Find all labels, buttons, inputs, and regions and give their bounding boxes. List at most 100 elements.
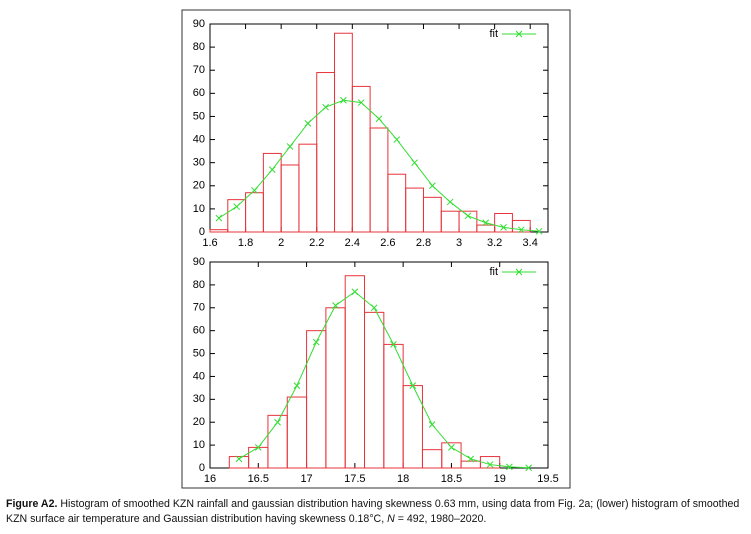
- histogram-bar: [369, 127, 389, 233]
- x-tick-label: 2.6: [380, 237, 395, 249]
- y-tick-label: 90: [193, 256, 205, 268]
- y-tick-label: 10: [193, 439, 205, 451]
- fit-line: [218, 99, 540, 232]
- y-tick-label: 70: [193, 64, 205, 76]
- x-tick-label: 18: [397, 473, 409, 485]
- histogram-bar: [262, 152, 282, 233]
- histogram-bar: [286, 396, 308, 469]
- fit-marker: [357, 99, 365, 106]
- x-tick-label: 16.5: [248, 473, 269, 485]
- y-tick-label: 70: [193, 302, 205, 314]
- fit-marker: [411, 159, 418, 167]
- x-tick-label: 2: [278, 237, 284, 249]
- x-tick-label: 16: [204, 473, 216, 485]
- y-tick-label: 30: [193, 157, 205, 169]
- fit-marker: [322, 103, 329, 111]
- x-tick-label: 2.4: [345, 237, 360, 249]
- fit-marker: [506, 463, 513, 471]
- fit-marker: [370, 304, 378, 312]
- histogram-bar: [316, 72, 336, 233]
- fit-marker: [235, 455, 243, 463]
- x-tick-label: 2.8: [416, 237, 431, 249]
- histogram-bar: [344, 275, 366, 469]
- histogram-bar: [511, 219, 531, 233]
- fit-marker: [304, 120, 312, 127]
- fit-marker: [428, 421, 436, 428]
- fit-marker: [448, 444, 455, 451]
- fit-marker: [215, 214, 223, 222]
- fit-marker: [390, 341, 397, 348]
- x-tick-label: 19: [494, 473, 506, 485]
- y-tick-label: 0: [199, 462, 205, 474]
- fit-marker: [251, 187, 258, 194]
- histogram-bar: [458, 210, 478, 233]
- histogram-bar: [325, 307, 346, 469]
- caption-label: Figure A2.: [6, 498, 58, 510]
- y-tick-label: 60: [193, 87, 205, 99]
- x-tick-label: 17.5: [344, 473, 365, 485]
- fit-marker: [429, 182, 436, 190]
- y-tick-label: 20: [193, 180, 205, 192]
- histogram-bar: [387, 173, 407, 233]
- histogram-bar: [383, 343, 404, 469]
- x-tick-label: 18.5: [441, 473, 462, 485]
- fit-marker: [446, 198, 454, 206]
- histogram-bar: [334, 32, 353, 233]
- y-tick-label: 60: [193, 325, 205, 337]
- legend-label: fit: [489, 28, 498, 40]
- y-tick-label: 50: [193, 110, 205, 122]
- y-tick-label: 40: [193, 370, 205, 382]
- fit-marker: [517, 226, 525, 234]
- histogram-bar: [460, 460, 481, 469]
- histogram-bar: [267, 414, 288, 469]
- y-tick-label: 20: [193, 416, 205, 428]
- histogram-bar: [298, 143, 318, 233]
- fit-marker: [525, 464, 533, 472]
- x-tick-label: 1.8: [238, 237, 253, 249]
- y-tick-label: 30: [193, 393, 205, 405]
- y-tick-label: 80: [193, 41, 205, 53]
- fit-marker: [351, 288, 359, 296]
- y-tick-label: 50: [193, 347, 205, 359]
- x-tick-label: 19.5: [537, 473, 558, 485]
- histogram-bar: [422, 196, 442, 233]
- legend-marker: [515, 30, 523, 38]
- histogram-bar: [421, 449, 443, 469]
- legend-label: fit: [489, 266, 498, 278]
- caption: Figure A2. Histogram of smoothed KZN rai…: [6, 497, 748, 527]
- x-tick-label: 17: [300, 473, 312, 485]
- histogram-bar: [209, 229, 229, 233]
- fit-marker: [375, 115, 383, 123]
- fit-marker: [293, 382, 301, 389]
- fit-marker: [464, 212, 472, 220]
- fit-marker: [482, 219, 490, 227]
- y-tick-label: 10: [193, 203, 205, 215]
- y-tick-label: 0: [199, 226, 205, 238]
- fit-marker: [332, 302, 339, 309]
- fit-marker: [268, 166, 276, 173]
- histogram-bar: [441, 442, 462, 469]
- histogram-bar: [364, 311, 385, 469]
- fit-marker: [393, 136, 401, 143]
- legend-marker: [515, 268, 523, 276]
- plot-frame: [209, 261, 549, 469]
- histogram-bar: [405, 187, 424, 233]
- y-tick-label: 40: [193, 133, 205, 145]
- histogram-bar: [227, 199, 247, 233]
- fit-line: [238, 291, 529, 469]
- histogram-bar: [245, 192, 264, 233]
- y-tick-label: 80: [193, 279, 205, 291]
- caption-text: N: [387, 513, 395, 525]
- fit-marker: [312, 338, 320, 346]
- histogram-bar: [280, 164, 300, 233]
- x-tick-label: 3: [456, 237, 462, 249]
- caption-text: = 492, 1980–2020.: [394, 513, 487, 525]
- fit-marker: [535, 227, 543, 235]
- fit-marker: [340, 96, 347, 104]
- fit-marker: [467, 455, 475, 463]
- x-tick-label: 2.2: [309, 237, 324, 249]
- histogram-bar: [402, 385, 423, 469]
- histogram-bar: [440, 210, 460, 233]
